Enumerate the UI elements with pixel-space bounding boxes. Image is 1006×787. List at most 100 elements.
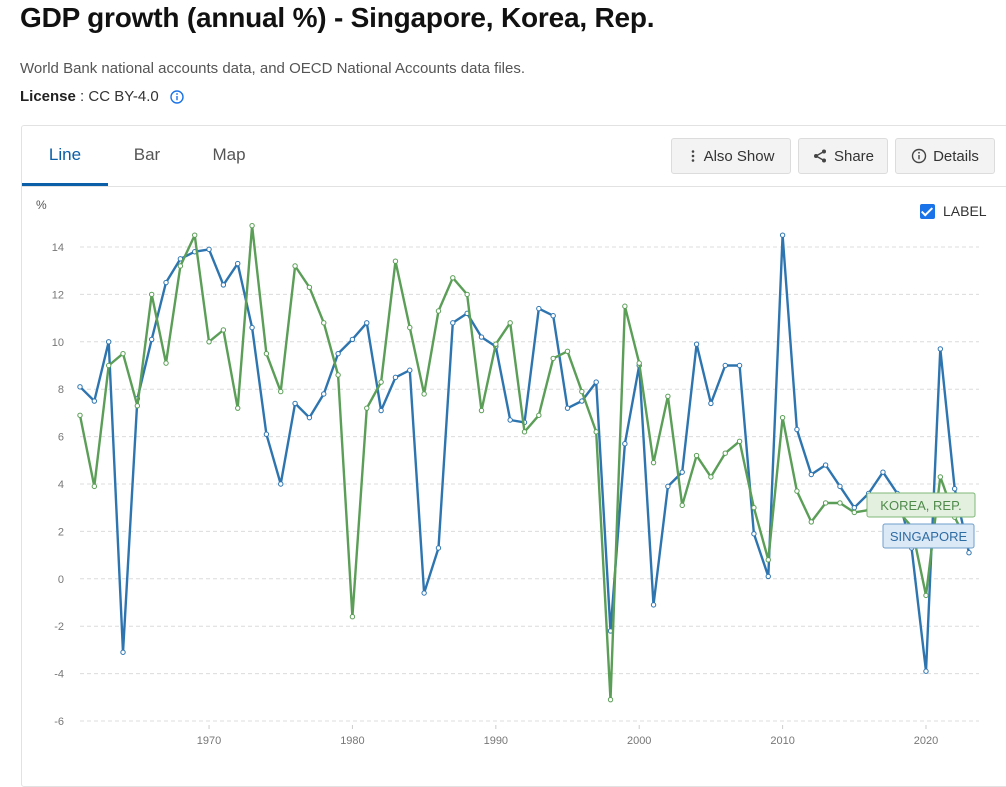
x-tick-label: 1990 <box>484 735 508 747</box>
data-point <box>937 474 944 480</box>
share-icon <box>813 149 826 163</box>
data-point <box>321 391 327 397</box>
data-point <box>693 341 700 347</box>
data-point <box>851 509 857 516</box>
data-point <box>851 505 857 511</box>
data-point <box>923 668 929 674</box>
data-point <box>808 471 814 478</box>
license-value[interactable]: CC BY-4.0 <box>88 88 159 105</box>
data-point <box>378 407 384 414</box>
info-circle-icon <box>911 148 927 164</box>
data-point <box>206 339 212 345</box>
data-point <box>507 417 513 423</box>
data-point <box>192 232 198 238</box>
data-point <box>593 429 599 435</box>
data-point <box>507 320 513 326</box>
also-show-button[interactable]: Also Show <box>671 138 791 174</box>
data-point <box>421 590 427 596</box>
data-point <box>722 450 728 456</box>
data-point <box>665 483 671 490</box>
data-point <box>966 550 972 556</box>
data-point <box>636 360 642 366</box>
license-row: License : CC BY-4.0 <box>20 88 185 105</box>
data-point <box>134 403 141 409</box>
data-point <box>679 502 685 509</box>
tab-line[interactable]: Line <box>22 126 108 186</box>
data-point <box>708 400 714 407</box>
page-title: GDP growth (annual %) - Singapore, Korea… <box>20 2 655 33</box>
series-line-korea-rep <box>78 224 971 701</box>
data-point <box>622 303 628 309</box>
series-label-korea: KOREA, REP. <box>866 492 976 518</box>
data-point <box>464 291 470 298</box>
data-point <box>665 393 671 400</box>
data-point <box>163 360 169 366</box>
data-point <box>421 391 427 397</box>
share-button[interactable]: Share <box>798 138 888 174</box>
chart-card: Line Bar Map Also Show Share Details LAB… <box>21 125 1006 787</box>
info-icon[interactable] <box>169 89 185 105</box>
tab-bar[interactable]: Bar <box>133 145 161 164</box>
data-point <box>607 696 614 703</box>
data-point <box>779 232 786 238</box>
data-point <box>736 362 743 369</box>
data-point <box>364 405 370 411</box>
data-point <box>435 545 442 551</box>
data-point <box>550 313 556 319</box>
data-point <box>536 305 542 312</box>
data-point <box>278 388 284 395</box>
data-point <box>349 614 356 620</box>
data-point <box>407 324 413 331</box>
share-label: Share <box>833 147 875 165</box>
x-tick-label: 1980 <box>340 735 364 747</box>
data-point <box>435 308 442 314</box>
data-point <box>579 398 585 404</box>
label-toggle-text: LABEL <box>943 203 987 219</box>
data-point <box>450 320 456 326</box>
data-point <box>278 481 284 487</box>
source-text: World Bank national accounts data, and O… <box>20 60 526 77</box>
data-point <box>794 488 800 494</box>
data-point <box>751 505 757 511</box>
data-point <box>450 275 456 281</box>
x-tick-label: 2020 <box>914 735 938 747</box>
y-tick-label: 6 <box>58 432 64 444</box>
data-point <box>249 222 255 229</box>
y-tick-label: -6 <box>54 716 64 728</box>
data-point <box>206 246 212 253</box>
details-button[interactable]: Details <box>895 138 995 174</box>
label-checkbox[interactable] <box>920 203 935 219</box>
data-point <box>235 260 241 267</box>
data-point <box>923 592 929 599</box>
data-point <box>550 355 556 362</box>
y-tick-label: 10 <box>52 337 64 349</box>
data-point <box>564 348 571 354</box>
y-tick-label: 0 <box>58 574 64 586</box>
data-point <box>378 379 384 385</box>
data-point <box>722 362 728 369</box>
data-point <box>679 469 685 475</box>
data-point <box>650 459 657 466</box>
data-point <box>249 324 255 331</box>
label-toggle[interactable]: LABEL <box>920 203 987 219</box>
data-point <box>91 483 98 490</box>
data-point <box>521 429 528 435</box>
data-point <box>148 291 155 298</box>
data-point <box>77 412 83 418</box>
data-point <box>392 258 399 264</box>
series-label-korea-text: KOREA, REP. <box>880 498 961 513</box>
data-point <box>880 469 886 475</box>
details-label: Details <box>933 147 979 165</box>
data-point <box>478 334 485 340</box>
y-tick-label: -2 <box>54 621 64 633</box>
license-separator: : <box>75 88 89 105</box>
data-point <box>937 346 944 352</box>
series-line-singapore <box>79 233 971 673</box>
data-point <box>220 327 227 333</box>
x-tick-label: 1970 <box>197 735 221 747</box>
data-point <box>306 284 313 290</box>
data-point <box>120 350 126 357</box>
data-point <box>794 426 800 433</box>
data-point <box>765 573 771 580</box>
tab-map[interactable]: Map <box>212 145 246 164</box>
